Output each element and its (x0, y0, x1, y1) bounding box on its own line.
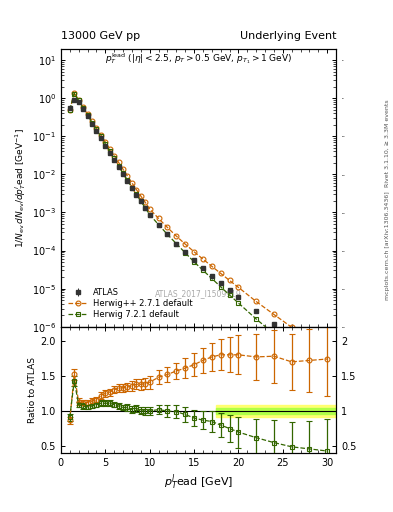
Text: Underlying Event: Underlying Event (239, 31, 336, 41)
Text: Rivet 3.1.10, ≥ 3.3M events: Rivet 3.1.10, ≥ 3.3M events (385, 99, 389, 187)
Text: 13000 GeV pp: 13000 GeV pp (61, 31, 140, 41)
X-axis label: $p_T^l$ead [GeV]: $p_T^l$ead [GeV] (164, 472, 233, 492)
Text: $p_T^{\rm lead}$ ($|\eta| < 2.5$, $p_T > 0.5$ GeV, $p_{T_1} > 1$ GeV): $p_T^{\rm lead}$ ($|\eta| < 2.5$, $p_T >… (105, 51, 292, 67)
Y-axis label: $1/N_{\rm ev}\, dN_{\rm ev}/dp_T^l$ead [GeV$^{-1}$]: $1/N_{\rm ev}\, dN_{\rm ev}/dp_T^l$ead [… (13, 128, 28, 248)
Text: ATLAS_2017_I1509919: ATLAS_2017_I1509919 (155, 289, 242, 298)
Bar (216, 406, 336, 417)
Y-axis label: Ratio to ATLAS: Ratio to ATLAS (28, 357, 37, 423)
Text: mcplots.cern.ch [arXiv:1306.3436]: mcplots.cern.ch [arXiv:1306.3436] (385, 191, 389, 300)
Bar (216, 408, 336, 414)
Legend: ATLAS, Herwig++ 2.7.1 default, Herwig 7.2.1 default: ATLAS, Herwig++ 2.7.1 default, Herwig 7.… (65, 285, 196, 323)
